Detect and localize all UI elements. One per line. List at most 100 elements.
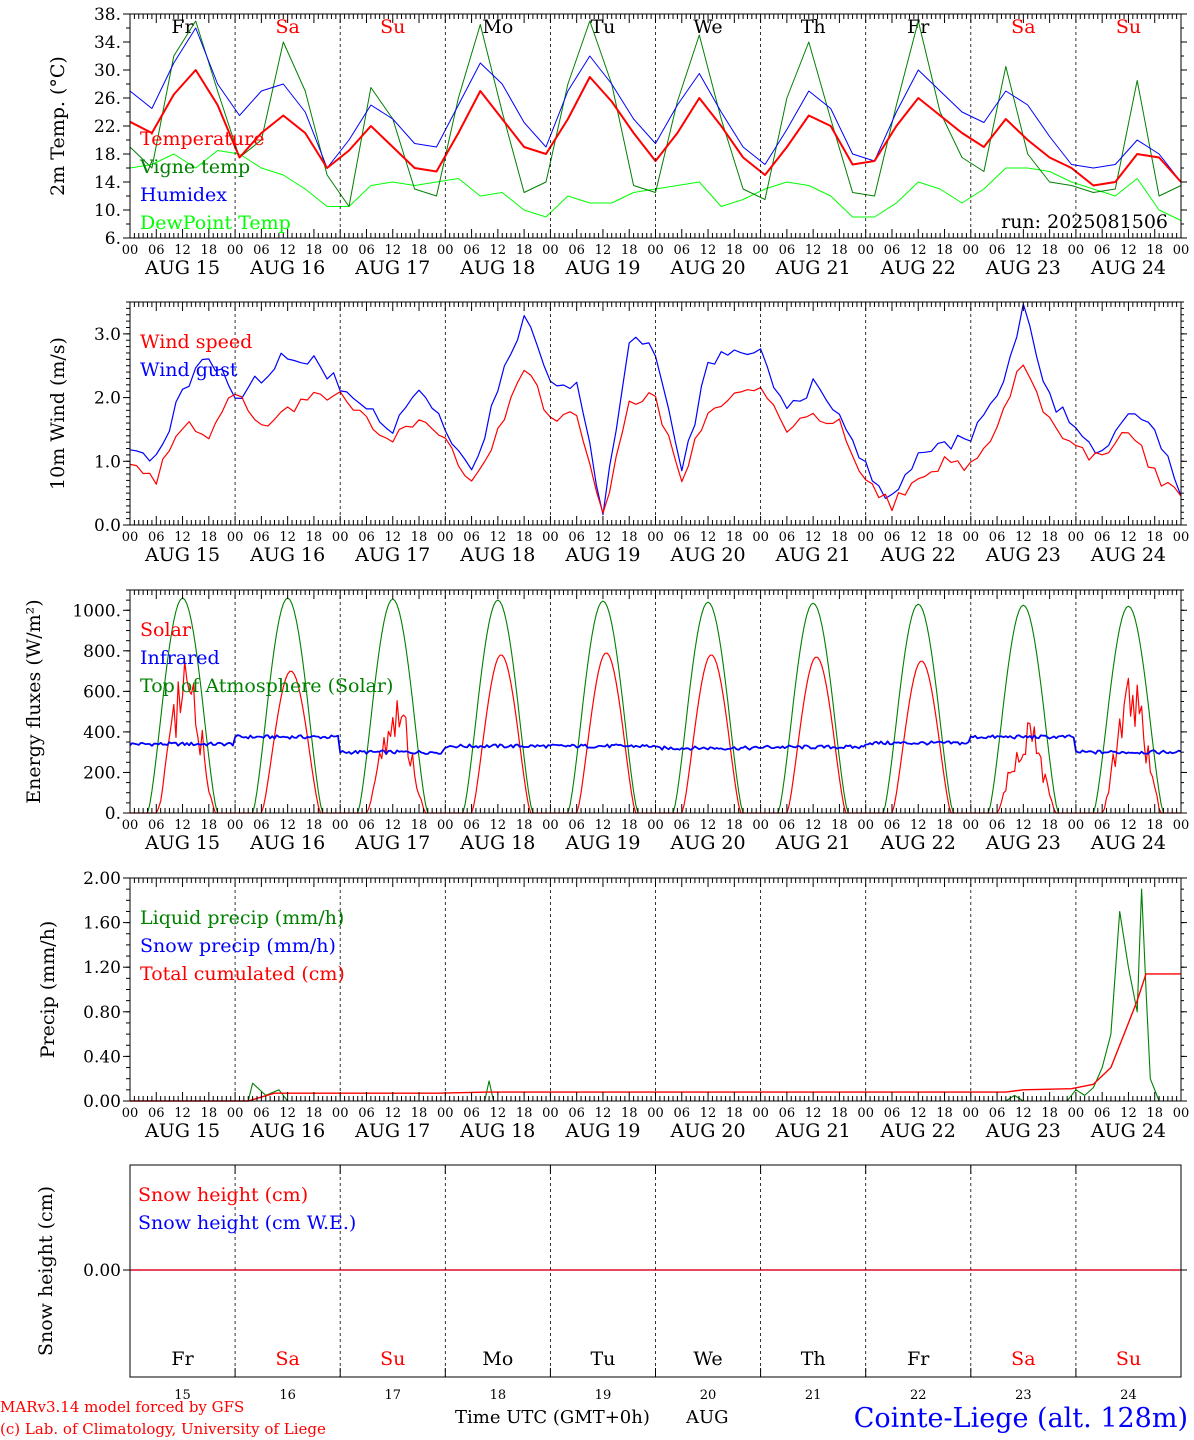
date-label: AUG 24	[1090, 544, 1166, 566]
date-label: AUG 18	[459, 544, 535, 566]
hour-tick-label: 12	[595, 1106, 612, 1121]
hour-tick-label: 00	[857, 243, 874, 258]
y-tick-label: 0.40	[83, 1047, 121, 1067]
hour-tick-label: 06	[148, 243, 165, 258]
date-label: AUG 17	[354, 1120, 430, 1142]
legend-entry: Temperature	[140, 128, 264, 150]
hour-tick-label: 06	[148, 1106, 165, 1121]
hour-tick-label: 06	[463, 1106, 480, 1121]
date-label: AUG 23	[985, 832, 1061, 854]
day-abbr: Tu	[590, 16, 615, 38]
hour-tick-label: 18	[936, 818, 953, 833]
hour-tick-label: 18	[516, 243, 533, 258]
hour-tick-label: 06	[148, 818, 165, 833]
hour-tick-label: 06	[674, 1106, 691, 1121]
hour-tick-label: 18	[411, 818, 428, 833]
date-label: AUG 21	[775, 832, 851, 854]
day-number: 16	[279, 1388, 296, 1403]
y-tick-label: 400.	[83, 723, 121, 743]
hour-tick-label: 06	[989, 818, 1006, 833]
hour-tick-label: 06	[253, 818, 270, 833]
plot-frame	[129, 301, 1182, 526]
hour-tick-label: 00	[122, 530, 139, 545]
hour-tick-label: 06	[1094, 530, 1111, 545]
date-label: AUG 16	[249, 1120, 325, 1142]
hour-tick-label: 12	[174, 243, 191, 258]
hour-tick-label: 12	[595, 243, 612, 258]
legend-entry: Vigne temp	[139, 156, 250, 178]
x-axis-month: AUG	[685, 1407, 729, 1428]
hour-tick-label: 18	[1146, 818, 1163, 833]
date-label: AUG 19	[564, 1120, 640, 1142]
hour-tick-label: 12	[384, 818, 401, 833]
day-abbr-bottom: Mo	[482, 1348, 513, 1370]
date-label: AUG 15	[144, 832, 220, 854]
hour-tick-label: 06	[884, 818, 901, 833]
hour-tick-label: 00	[647, 243, 664, 258]
date-label: AUG 17	[354, 544, 430, 566]
hour-tick-label: 18	[726, 1106, 743, 1121]
hour-tick-label: 00	[857, 818, 874, 833]
y-tick-label: 3.0	[94, 325, 121, 345]
y-axis-label: 2m Temp. (°C)	[47, 56, 69, 196]
hour-tick-label: 12	[805, 818, 822, 833]
date-label: AUG 16	[249, 257, 325, 279]
hour-tick-label: 18	[936, 530, 953, 545]
series-line-infrared	[129, 734, 1182, 755]
hour-tick-label: 00	[227, 1106, 244, 1121]
date-label: AUG 19	[564, 832, 640, 854]
hour-tick-label: 06	[674, 818, 691, 833]
hour-tick-label: 12	[910, 1106, 927, 1121]
hour-tick-label: 12	[1015, 243, 1032, 258]
hour-tick-label: 06	[674, 243, 691, 258]
hour-tick-label: 18	[831, 818, 848, 833]
date-label: AUG 24	[1090, 1120, 1166, 1142]
date-label: AUG 18	[459, 832, 535, 854]
y-tick-label: 200.	[83, 763, 121, 783]
hour-tick-label: 00	[963, 1106, 980, 1121]
date-label: AUG 15	[144, 1120, 220, 1142]
hour-tick-label: 00	[227, 818, 244, 833]
date-label: AUG 16	[249, 544, 325, 566]
x-axis-label: Time UTC (GMT+0h)	[455, 1407, 650, 1428]
date-label: AUG 23	[985, 257, 1061, 279]
hour-tick-label: 18	[411, 530, 428, 545]
hour-tick-label: 06	[568, 243, 585, 258]
day-abbr-bottom: Fr	[907, 1348, 930, 1370]
date-label: AUG 18	[459, 257, 535, 279]
hour-tick-label: 18	[1041, 243, 1058, 258]
y-axis-label: Precip (mm/h)	[37, 921, 59, 1059]
y-tick-label: 0.80	[83, 1003, 121, 1023]
date-label: AUG 19	[564, 257, 640, 279]
y-tick-label: 38.	[94, 5, 121, 25]
hour-tick-label: 12	[595, 818, 612, 833]
hour-tick-label: 12	[279, 530, 296, 545]
run-annotation: run: 2025081506	[1001, 211, 1168, 233]
legend-entry: Infrared	[140, 647, 220, 669]
hour-tick-label: 00	[437, 530, 454, 545]
day-abbr: Th	[801, 16, 826, 38]
hour-tick-label: 06	[568, 1106, 585, 1121]
hour-tick-label: 12	[1015, 818, 1032, 833]
hour-tick-label: 12	[490, 530, 507, 545]
hour-tick-label: 12	[1015, 530, 1032, 545]
hour-tick-label: 12	[1120, 243, 1137, 258]
hour-tick-label: 00	[542, 818, 559, 833]
hour-tick-label: 18	[831, 243, 848, 258]
hour-tick-label: 18	[411, 1106, 428, 1121]
hour-tick-label: 18	[1146, 1106, 1163, 1121]
y-tick-label: 1.20	[83, 958, 121, 978]
hour-tick-label: 18	[621, 818, 638, 833]
day-abbr-bottom: Su	[380, 1348, 405, 1370]
hour-tick-label: 12	[1120, 1106, 1137, 1121]
legend-entry: Snow height (cm)	[138, 1184, 308, 1206]
hour-tick-label: 00	[227, 530, 244, 545]
series-line-wind-speed	[129, 364, 1182, 514]
date-label: AUG 17	[354, 257, 430, 279]
hour-tick-label: 12	[805, 1106, 822, 1121]
day-abbr-bottom: Th	[801, 1348, 826, 1370]
hour-tick-label: 06	[1094, 818, 1111, 833]
day-number: 22	[910, 1388, 927, 1403]
y-tick-label: 1.0	[94, 452, 121, 472]
hour-tick-label: 00	[1173, 1106, 1190, 1121]
